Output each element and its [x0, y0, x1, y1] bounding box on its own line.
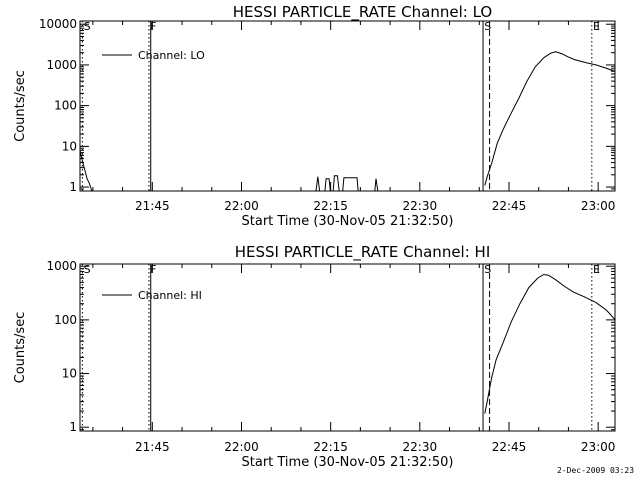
x-tick-label: 22:30 — [403, 440, 438, 454]
y-tick-label: 100 — [54, 313, 77, 327]
chart-panel-hi: HESSI PARTICLE_RATE Channel: HI 1 10 100 100… — [13, 243, 616, 470]
series-group — [484, 273, 615, 414]
x-tick-label: 23:00 — [581, 440, 616, 454]
series-line — [374, 178, 379, 191]
legend-label: Channel: HI — [138, 289, 202, 302]
x-tick-label: 21:45 — [135, 199, 170, 213]
y-axis-label: Counts/sec — [13, 312, 28, 384]
plot-frame — [79, 20, 616, 192]
event-marker-label: F — [150, 20, 156, 33]
event-marker-label: S — [84, 20, 91, 33]
series-line — [484, 273, 615, 414]
event-marker-label: S — [84, 263, 91, 276]
event-marker-label: F — [150, 263, 156, 276]
event-marker-label: S — [484, 263, 491, 276]
series-line — [342, 177, 359, 191]
y-axis-label: Counts/sec — [13, 70, 28, 142]
y-tick-label: 1 — [69, 420, 77, 434]
y-tick-label: 1000 — [46, 259, 77, 273]
event-marker-label: S — [484, 20, 491, 33]
x-axis-label: Start Time (30-Nov-05 21:32:50) — [242, 214, 454, 229]
series-group — [80, 51, 615, 191]
footer-timestamp: 2-Dec-2009 03:23 — [557, 466, 634, 475]
series-line — [332, 175, 340, 191]
x-tick-label: 22:15 — [313, 440, 348, 454]
legend-label: Channel: LO — [138, 49, 205, 62]
x-axis-label: Start Time (30-Nov-05 21:32:50) — [242, 455, 454, 470]
x-tick-label: 22:00 — [224, 440, 259, 454]
chart-panel-lo: HESSI PARTICLE_RATE Channel: LO 1 10 100 100… — [13, 3, 616, 229]
y-tick-label: 1000 — [46, 58, 77, 72]
x-tick-label: 22:15 — [313, 199, 348, 213]
y-tick-label: 10 — [62, 367, 77, 381]
x-tick-label: 22:45 — [492, 199, 527, 213]
x-tick-label: 22:45 — [492, 440, 527, 454]
series-line — [484, 51, 615, 186]
chart-title: HESSI PARTICLE_RATE Channel: LO — [233, 3, 492, 22]
x-tick-label: 22:30 — [403, 199, 438, 213]
y-tick-label: 1 — [69, 180, 77, 194]
y-tick-label: 10000 — [39, 17, 77, 31]
x-tick-label: 21:45 — [135, 440, 170, 454]
event-marker-label: E — [593, 263, 600, 276]
series-line — [315, 176, 321, 191]
chart-title: HESSI PARTICLE_RATE Channel: HI — [235, 243, 491, 262]
event-marker-label: E — [593, 20, 600, 33]
y-tick-label: 10 — [62, 139, 77, 153]
series-line — [324, 178, 331, 191]
y-tick-label: 100 — [54, 99, 77, 113]
x-tick-label: 23:00 — [581, 199, 616, 213]
x-tick-label: 22:00 — [224, 199, 259, 213]
series-line — [80, 150, 93, 191]
